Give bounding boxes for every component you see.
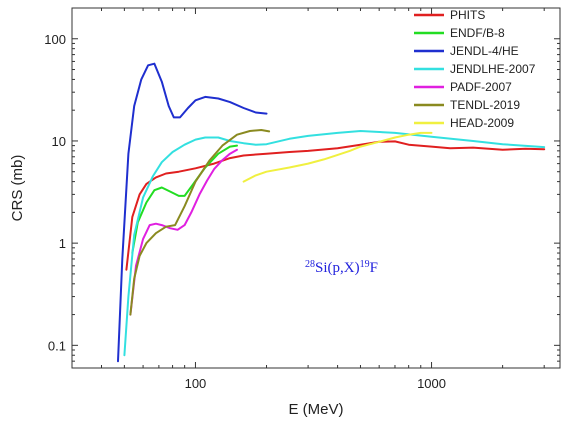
legend-label-jendlhe-2007: JENDLHE-2007 — [450, 62, 536, 76]
y-tick-label: 0.1 — [48, 338, 66, 353]
plot-frame — [71, 7, 561, 369]
series-line-endf-b-8 — [131, 144, 238, 254]
y-tick-label: 100 — [44, 32, 66, 47]
series-line-head-2009 — [242, 131, 433, 183]
y-tick-label: 1 — [59, 236, 66, 251]
legend-label-endf-b-8: ENDF/B-8 — [450, 26, 505, 40]
series-line-phits — [125, 140, 546, 271]
series-line-tendl-2019 — [129, 129, 271, 316]
annotation-main: Si(p,X) — [315, 260, 360, 276]
legend-label-tendl-2019: TENDL-2019 — [450, 98, 520, 112]
series-layer — [117, 62, 546, 363]
y-tick-label: 10 — [52, 134, 66, 149]
series-line-padf-2007 — [129, 148, 238, 316]
x-axis-label: E (MeV) — [288, 401, 343, 418]
series-line-jendl-4-he — [117, 62, 268, 363]
y-axis-label: CRS (mb) — [9, 155, 26, 222]
legend-label-phits: PHITS — [450, 8, 485, 22]
series-line-jendlhe-2007 — [123, 130, 546, 357]
legend-label-jendl-4-he: JENDL-4/HE — [450, 44, 519, 58]
plot-frame-layer — [71, 7, 561, 369]
legend-label-head-2009: HEAD-2009 — [450, 116, 514, 130]
legend-label-padf-2007: PADF-2007 — [450, 80, 512, 94]
annotation-product: F — [370, 260, 378, 276]
x-tick-label: 100 — [185, 376, 207, 391]
annotation-product-mass: 19 — [360, 259, 370, 270]
annotation-mass: 28 — [305, 259, 315, 270]
legend: PHITS ENDF/B-8 JENDL-4/HE JENDLHE-2007 PADF-… — [414, 8, 536, 130]
reaction-annotation: 28Si(p,X)19F — [305, 259, 378, 277]
tick-layer: 100 1000 0.1 1 10 100 — [44, 7, 560, 391]
x-tick-label: 1000 — [417, 376, 446, 391]
